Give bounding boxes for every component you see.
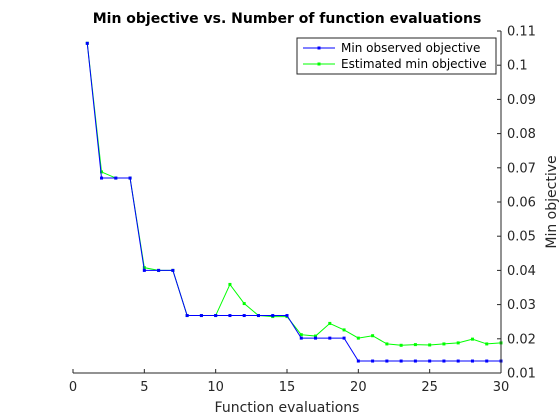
data-point xyxy=(171,268,175,272)
data-point xyxy=(142,268,146,272)
legend-marker xyxy=(317,46,321,50)
data-point xyxy=(85,41,89,45)
legend-label: Estimated min objective xyxy=(341,57,487,71)
data-point xyxy=(314,336,318,340)
y-tick-label: 0.08 xyxy=(507,127,536,142)
data-point xyxy=(228,282,232,286)
data-point xyxy=(100,170,104,174)
data-point xyxy=(228,314,232,318)
data-point xyxy=(114,176,118,180)
data-point xyxy=(328,336,332,340)
data-point xyxy=(342,336,346,340)
data-point xyxy=(214,314,218,318)
data-point xyxy=(428,359,432,363)
y-tick-label: 0.04 xyxy=(507,264,536,279)
series-layer xyxy=(85,41,503,363)
data-point xyxy=(128,176,132,180)
data-point xyxy=(485,342,489,346)
y-axis-label: Min objective xyxy=(544,155,560,248)
y-axis-ticks: 0.01 0.02 0.03 0.04 0.05 0.06 0.07 0.08 0.09 0.1 0… xyxy=(497,25,536,382)
data-point xyxy=(299,333,303,337)
data-point xyxy=(399,359,403,363)
data-point xyxy=(413,343,417,347)
legend-label: Min observed objective xyxy=(341,41,480,55)
x-tick-label: 30 xyxy=(493,380,510,395)
y-tick-label: 0.11 xyxy=(507,25,536,40)
x-tick-label: 5 xyxy=(140,380,148,395)
y-tick-label: 0.03 xyxy=(507,298,536,313)
x-tick-label: 0 xyxy=(69,380,77,395)
data-point xyxy=(428,343,432,347)
y-tick-label: 0.1 xyxy=(507,59,528,74)
legend-items: Min observed objective Estimated min obje… xyxy=(303,41,487,71)
x-tick-label: 10 xyxy=(207,380,224,395)
y-tick-label: 0.07 xyxy=(507,161,536,176)
data-point xyxy=(356,359,360,363)
data-point xyxy=(385,342,389,346)
legend-marker xyxy=(317,62,321,66)
axes-background xyxy=(73,31,501,373)
data-point xyxy=(242,314,246,318)
x-tick-label: 15 xyxy=(279,380,296,395)
data-point xyxy=(199,314,203,318)
data-point xyxy=(342,328,346,332)
data-point xyxy=(442,359,446,363)
data-point xyxy=(413,359,417,363)
y-tick-label: 0.01 xyxy=(507,367,536,382)
data-point xyxy=(157,268,161,272)
data-point xyxy=(385,359,389,363)
data-point xyxy=(371,334,375,338)
data-point xyxy=(470,337,474,341)
legend-box xyxy=(296,37,497,75)
data-point xyxy=(456,359,460,363)
data-point xyxy=(100,176,104,180)
data-point xyxy=(371,359,375,363)
data-point xyxy=(185,314,189,318)
data-point xyxy=(470,359,474,363)
chart-title: Min objective vs. Number of function eva… xyxy=(93,11,482,27)
series-line xyxy=(86,43,501,362)
data-point xyxy=(285,314,289,318)
x-axis-label: Function evaluations xyxy=(215,400,360,416)
data-point xyxy=(299,336,303,340)
data-point xyxy=(314,334,318,338)
x-tick-label: 20 xyxy=(350,380,367,395)
data-point xyxy=(328,321,332,325)
y-tick-label: 0.05 xyxy=(507,230,536,245)
data-point xyxy=(256,314,260,318)
legend: Min observed objective Estimated min obje… xyxy=(296,37,497,75)
x-axis-ticks: 0 5 10 15 20 25 30 xyxy=(69,369,509,395)
data-point xyxy=(242,302,246,306)
data-point xyxy=(485,359,489,363)
data-point xyxy=(271,314,275,318)
data-point xyxy=(442,342,446,346)
y-tick-label: 0.09 xyxy=(507,93,536,108)
data-point xyxy=(456,341,460,345)
x-tick-label: 25 xyxy=(421,380,438,395)
plot-area: 0 5 10 15 20 25 30 0.010.020.030.040.050.060.0… xyxy=(69,25,536,396)
y-tick-label: 0.02 xyxy=(507,332,536,347)
data-point xyxy=(399,343,403,347)
data-point xyxy=(356,336,360,340)
y-tick-label: 0.06 xyxy=(507,196,536,211)
